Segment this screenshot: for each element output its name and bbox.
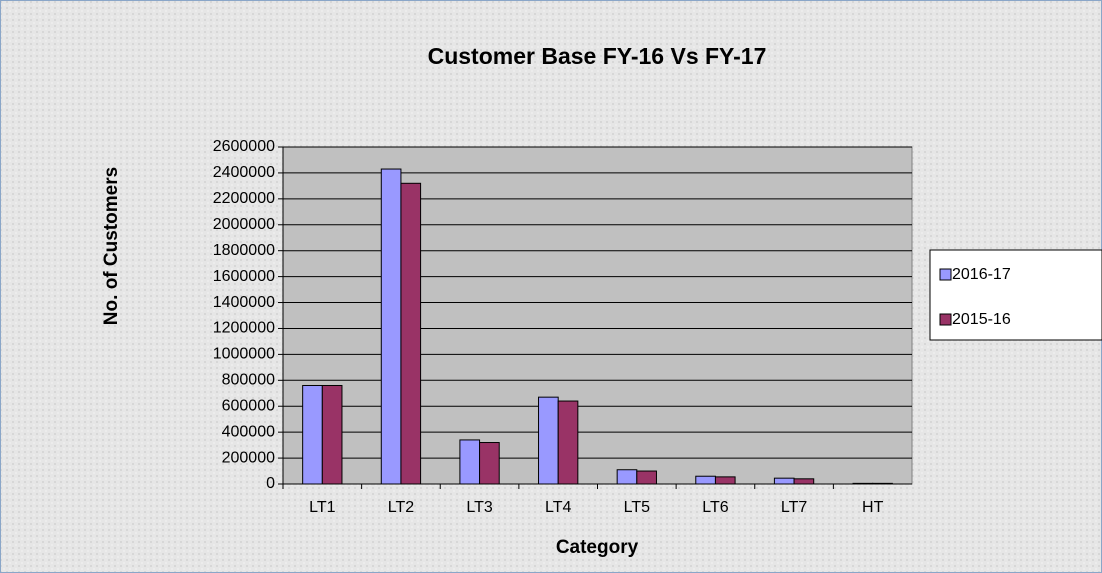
y-tick-label: 800000 <box>222 372 275 389</box>
y-tick-label: 0 <box>266 475 275 492</box>
chart-title: Customer Base FY-16 Vs FY-17 <box>428 43 767 69</box>
x-tick-label: LT2 <box>388 499 414 516</box>
x-tick-label: LT7 <box>781 499 807 516</box>
x-tick-label: LT3 <box>466 499 492 516</box>
y-tick-label: 600000 <box>222 397 275 414</box>
x-tick-label: HT <box>862 499 884 516</box>
bar <box>636 470 657 485</box>
y-tick-label: 1600000 <box>213 268 275 285</box>
legend-label: 2016-17 <box>952 266 1011 283</box>
y-tick-label: 2600000 <box>213 138 275 155</box>
bar <box>400 182 422 485</box>
x-tick-label: LT5 <box>624 499 650 516</box>
bar <box>714 476 736 485</box>
legend <box>929 249 1102 341</box>
y-tick-label: 2000000 <box>213 216 275 233</box>
legend-label: 2015-16 <box>952 311 1011 328</box>
bar <box>616 469 638 485</box>
bar <box>793 478 815 485</box>
x-tick-label: LT4 <box>545 499 571 516</box>
y-axis-title: No. of Customers <box>101 167 122 325</box>
y-tick-label: 2200000 <box>213 190 275 207</box>
legend-swatch <box>939 313 952 326</box>
y-tick-label: 1800000 <box>213 242 275 259</box>
y-tick-label: 1200000 <box>213 320 275 337</box>
y-tick-label: 1000000 <box>213 346 275 363</box>
y-tick-label: 400000 <box>222 423 275 440</box>
bar <box>380 168 402 485</box>
bar <box>695 475 716 485</box>
x-axis-title: Category <box>556 537 639 558</box>
bar <box>302 384 323 485</box>
legend-swatch <box>939 268 952 281</box>
y-tick-label: 2400000 <box>213 164 275 181</box>
y-tick-label: 200000 <box>222 449 275 466</box>
bar <box>557 400 579 485</box>
x-tick-label: LT1 <box>309 499 335 516</box>
bar <box>479 442 500 485</box>
bar <box>538 396 559 485</box>
plot-area <box>282 146 913 485</box>
bar <box>773 477 795 485</box>
bar <box>321 384 343 485</box>
y-tick-label: 1400000 <box>213 294 275 311</box>
bar <box>459 439 481 485</box>
x-tick-label: LT6 <box>702 499 728 516</box>
